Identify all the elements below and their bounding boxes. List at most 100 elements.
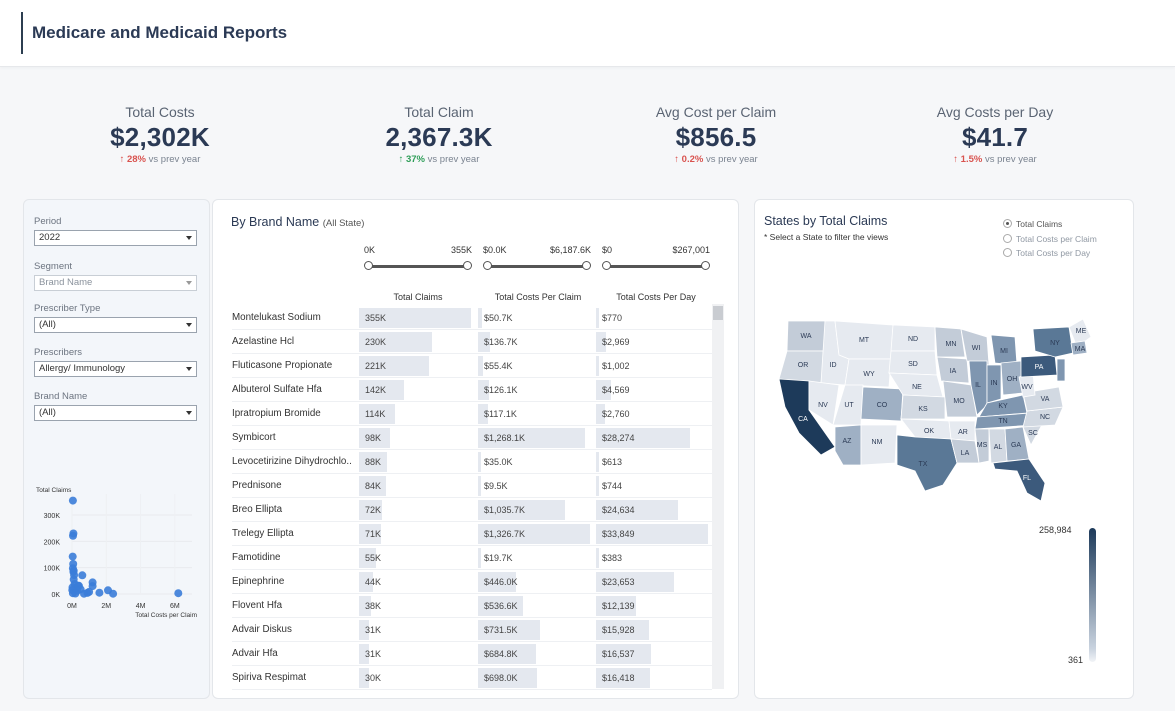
table-row[interactable]: Fluticasone Propionate 221K $55.4K $1,002 xyxy=(232,354,712,378)
state-label-al: AL xyxy=(994,444,1003,451)
table-row[interactable]: Famotidine 55K $19.7K $383 xyxy=(232,546,712,570)
cell-value: $383 xyxy=(602,553,623,563)
prescriber-type-select[interactable]: (All) xyxy=(34,317,197,333)
scatter-point[interactable] xyxy=(109,589,118,598)
value-bar xyxy=(596,404,606,424)
period-select[interactable]: 2022 xyxy=(34,230,197,246)
state-label-ms: MS xyxy=(977,442,988,449)
scatter-point[interactable] xyxy=(80,589,88,598)
row-divider xyxy=(232,329,712,330)
table-row[interactable]: Advair Diskus 31K $731.5K $15,928 xyxy=(232,618,712,642)
cell-value: $117.1K xyxy=(484,409,517,419)
radio-total-claims[interactable]: Total Claims xyxy=(1003,219,1062,229)
slider-track[interactable] xyxy=(486,265,588,268)
slider-handle-min[interactable] xyxy=(364,261,373,270)
prescribers-select[interactable]: Allergy/ Immunology xyxy=(34,361,197,377)
state-label-tn: TN xyxy=(998,418,1007,425)
cost-per-claim-cell: $731.5K xyxy=(478,620,590,640)
scatter-point[interactable] xyxy=(88,582,97,591)
cell-value: $126.1K xyxy=(484,385,518,395)
slider-track[interactable] xyxy=(605,265,707,268)
cell-value: 98K xyxy=(365,433,382,443)
total-claims-cell: 44K xyxy=(359,572,471,592)
cost-per-day-cell: $613 xyxy=(596,452,708,472)
radio-label: Total Claims xyxy=(1016,219,1063,229)
us-states-map[interactable]: WA OR CA ID NV MT WY UT CO AZ NM ND SD N… xyxy=(765,315,1135,505)
table-row[interactable]: Ipratropium Bromide 114K $117.1K $2,760 xyxy=(232,402,712,426)
scatter-point[interactable] xyxy=(68,496,77,505)
table-row[interactable]: Symbicort 98K $1,268.1K $28,274 xyxy=(232,426,712,450)
value-bar xyxy=(596,308,599,328)
value-bar xyxy=(359,332,432,352)
state-nj xyxy=(1056,358,1066,382)
kpi-delta-value: 37% xyxy=(405,154,425,165)
table-row[interactable]: Levocetirizine Dihydrochlo.. 88K $35.0K $61… xyxy=(232,450,712,474)
caret-down-icon xyxy=(186,367,192,371)
slider-handle-min[interactable] xyxy=(483,261,492,270)
radio-total-costs-per-day[interactable]: Total Costs per Day xyxy=(1003,248,1090,258)
brand-name: Montelukast Sodium xyxy=(232,312,321,323)
slider-handle-max[interactable] xyxy=(701,261,710,270)
claims-range-slider[interactable]: 0K 355K xyxy=(364,245,472,270)
cell-value: $23,653 xyxy=(602,577,635,587)
value-bar xyxy=(478,668,537,688)
column-header-cost-per-claim[interactable]: Total Costs Per Claim xyxy=(494,292,582,302)
total-claims-cell: 72K xyxy=(359,500,471,520)
value-bar xyxy=(478,620,540,640)
kpi-delta: ↑ 37% vs prev year xyxy=(339,154,539,165)
cell-value: 114K xyxy=(365,409,386,419)
cost-per-claim-range-slider[interactable]: $0.0K $6,187.6K xyxy=(483,245,591,270)
header-bar: Medicare and Medicaid Reports xyxy=(0,0,1175,67)
state-label-mi: MI xyxy=(1000,348,1008,355)
table-row[interactable]: Prednisone 84K $9.5K $744 xyxy=(232,474,712,498)
table-row[interactable]: Spiriva Respimat 30K $698.0K $16,418 xyxy=(232,666,712,690)
state-label-ks: KS xyxy=(918,406,928,413)
slider-min: $0.0K xyxy=(483,245,507,255)
radio-total-costs-per-claim[interactable]: Total Costs per Claim xyxy=(1003,234,1097,244)
table-row[interactable]: Trelegy Ellipta 71K $1,326.7K $33,849 xyxy=(232,522,712,546)
cost-per-claim-cell: $117.1K xyxy=(478,404,590,424)
cost-per-day-cell: $16,537 xyxy=(596,644,708,664)
value-bar xyxy=(596,356,600,376)
table-row[interactable]: Breo Ellipta 72K $1,035.7K $24,634 xyxy=(232,498,712,522)
slider-track[interactable] xyxy=(367,265,469,268)
scatter-point[interactable] xyxy=(174,589,183,598)
table-row[interactable]: Azelastine Hcl 230K $136.7K $2,969 xyxy=(232,330,712,354)
state-ms xyxy=(974,428,990,464)
column-header-cost-per-day[interactable]: Total Costs Per Day xyxy=(616,292,696,302)
caret-down-icon xyxy=(186,281,192,285)
table-scrollbar[interactable] xyxy=(712,304,724,689)
slider-handle-max[interactable] xyxy=(582,261,591,270)
column-header-total-claims[interactable]: Total Claims xyxy=(393,292,443,302)
scatter-point[interactable] xyxy=(95,588,104,597)
kpi-label: Total Claim xyxy=(404,104,474,120)
table-row[interactable]: Advair Hfa 31K $684.8K $16,537 xyxy=(232,642,712,666)
scatter-point[interactable] xyxy=(68,552,77,561)
scatter-chart[interactable]: 300K 200K 100K 0K 0M 2M 4M 6M Total Claims Total … xyxy=(32,484,202,634)
table-row[interactable]: Flovent Hfa 38K $536.6K $12,139 xyxy=(232,594,712,618)
state-label-fl: FL xyxy=(1023,475,1031,482)
table-row[interactable]: Albuterol Sulfate Hfa 142K $126.1K $4,569 xyxy=(232,378,712,402)
scatter-point[interactable] xyxy=(71,589,80,598)
value-bar xyxy=(359,356,429,376)
arrow-up-icon: ↑ xyxy=(953,154,959,165)
filter-label: Segment xyxy=(34,261,73,272)
cost-per-day-range-slider[interactable]: $0 $267,001 xyxy=(602,245,710,270)
slider-handle-max[interactable] xyxy=(463,261,472,270)
slider-handle-min[interactable] xyxy=(602,261,611,270)
brand-name: Symbicort xyxy=(232,432,276,443)
scrollbar-thumb[interactable] xyxy=(713,306,723,320)
caret-down-icon xyxy=(186,323,192,327)
scatter-point[interactable] xyxy=(78,571,87,580)
brand-name: Fluticasone Propionate xyxy=(232,360,333,371)
state-label-ma: MA xyxy=(1075,346,1086,353)
brand-name-select[interactable]: (All) xyxy=(34,405,197,421)
cell-value: $1,326.7K xyxy=(484,529,526,539)
table-row[interactable]: Montelukast Sodium 355K $50.7K $770 xyxy=(232,306,712,330)
row-divider xyxy=(232,425,712,426)
scatter-point[interactable] xyxy=(69,531,77,540)
table-row[interactable]: Epinephrine 44K $446.0K $23,653 xyxy=(232,570,712,594)
legend-max-value: 258,984 xyxy=(1039,525,1072,535)
cell-value: 38K xyxy=(365,601,382,611)
segment-select[interactable]: Brand Name xyxy=(34,275,197,291)
